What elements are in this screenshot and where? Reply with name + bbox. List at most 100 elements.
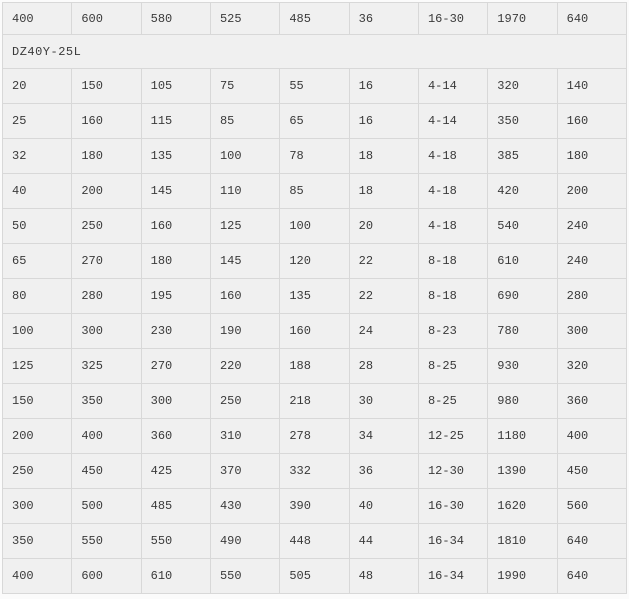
- table-row: 65 270 180 145 120 22 8-18 610 240: [1, 243, 628, 279]
- table-cell: 65: [279, 103, 350, 139]
- table-cell: 85: [279, 173, 350, 209]
- table-row: 20 150 105 75 55 16 4-14 320 140: [1, 68, 628, 104]
- table-cell: 140: [556, 68, 628, 104]
- table-cell: 85: [209, 103, 281, 139]
- table-row: 350 550 550 490 448 44 16-34 1810 640: [1, 523, 628, 559]
- table-cell: 550: [71, 523, 142, 559]
- table-row: 250 450 425 370 332 36 12-30 1390 450: [1, 453, 628, 489]
- table-cell: 4-14: [417, 68, 489, 104]
- table-cell: 78: [279, 138, 350, 174]
- table-cell: 610: [140, 558, 211, 594]
- table-cell: 12-30: [417, 453, 489, 489]
- table-cell: 160: [556, 103, 628, 139]
- table-cell: 450: [556, 453, 628, 489]
- table-cell: 390: [279, 488, 350, 524]
- table-cell: 780: [487, 313, 558, 349]
- table-cell: 270: [140, 348, 211, 384]
- table-cell: 135: [279, 278, 350, 314]
- table-cell: 25: [1, 103, 73, 139]
- table-cell: 100: [209, 138, 281, 174]
- table-cell: 525: [209, 2, 281, 35]
- table-cell: 490: [209, 523, 281, 559]
- table-row: 300 500 485 430 390 40 16-30 1620 560: [1, 488, 628, 524]
- table-cell: 505: [279, 558, 350, 594]
- table-cell: 270: [71, 243, 142, 279]
- table-cell: 300: [140, 383, 211, 419]
- table-cell: 105: [140, 68, 211, 104]
- table-cell: 218: [279, 383, 350, 419]
- table-cell: 18: [348, 173, 419, 209]
- table-cell: 100: [1, 313, 73, 349]
- table-row: 200 400 360 310 278 34 12-25 1180 400: [1, 418, 628, 454]
- table-cell: 34: [348, 418, 419, 454]
- table-cell: 80: [1, 278, 73, 314]
- table-cell: 120: [279, 243, 350, 279]
- table-cell: 8-25: [417, 383, 489, 419]
- table-cell: 16: [348, 103, 419, 139]
- table-cell: 640: [556, 558, 628, 594]
- table-cell: 320: [487, 68, 558, 104]
- table-cell: 30: [348, 383, 419, 419]
- table-cell: 125: [209, 208, 281, 244]
- table-cell: 420: [487, 173, 558, 209]
- table-cell: 360: [556, 383, 628, 419]
- table-cell: 400: [1, 558, 73, 594]
- table-cell: 485: [140, 488, 211, 524]
- table-cell: 320: [556, 348, 628, 384]
- table-cell: 1180: [487, 418, 558, 454]
- table-cell: 550: [209, 558, 281, 594]
- table-cell: 640: [556, 523, 628, 559]
- table-cell: 200: [71, 173, 142, 209]
- table-cell: 24: [348, 313, 419, 349]
- table-cell: 280: [71, 278, 142, 314]
- table-row: 25 160 115 85 65 16 4-14 350 160: [1, 103, 628, 139]
- table-cell: 600: [71, 558, 142, 594]
- table-cell: 22: [348, 278, 419, 314]
- table-row: 50 250 160 125 100 20 4-18 540 240: [1, 208, 628, 244]
- table-cell: 560: [556, 488, 628, 524]
- table-cell: 278: [279, 418, 350, 454]
- table-row: 150 350 300 250 218 30 8-25 980 360: [1, 383, 628, 419]
- table-cell: 16-30: [417, 488, 489, 524]
- table-cell: 240: [556, 243, 628, 279]
- table-cell: 32: [1, 138, 73, 174]
- table-cell: 610: [487, 243, 558, 279]
- table-cell: 75: [209, 68, 281, 104]
- table-cell: 8-25: [417, 348, 489, 384]
- table-cell: 425: [140, 453, 211, 489]
- table-cell: 1970: [487, 2, 558, 35]
- table-cell: 180: [556, 138, 628, 174]
- section-header-row: DZ40Y-25L: [2, 34, 627, 69]
- table-cell: 360: [140, 418, 211, 454]
- table-cell: 4-18: [417, 208, 489, 244]
- table-cell: 200: [556, 173, 628, 209]
- table-cell: 350: [487, 103, 558, 139]
- table-row: 40 200 145 110 85 18 4-18 420 200: [1, 173, 628, 209]
- table-cell: 44: [348, 523, 419, 559]
- table-cell: 160: [279, 313, 350, 349]
- table-cell: 350: [1, 523, 73, 559]
- table-cell: 4-14: [417, 103, 489, 139]
- table-cell: 55: [279, 68, 350, 104]
- table-cell: 1620: [487, 488, 558, 524]
- table-cell: 22: [348, 243, 419, 279]
- table-cell: 1390: [487, 453, 558, 489]
- table-cell: 1810: [487, 523, 558, 559]
- table-cell: 12-25: [417, 418, 489, 454]
- table-cell: 500: [71, 488, 142, 524]
- table-cell: 540: [487, 208, 558, 244]
- table-cell: 250: [1, 453, 73, 489]
- table-cell: 50: [1, 208, 73, 244]
- table-cell: 240: [556, 208, 628, 244]
- table-cell: 250: [71, 208, 142, 244]
- table-cell: 1990: [487, 558, 558, 594]
- table-cell: 550: [140, 523, 211, 559]
- table-cell: 200: [1, 418, 73, 454]
- table-row: 100 300 230 190 160 24 8-23 780 300: [1, 313, 628, 349]
- table-cell: 100: [279, 208, 350, 244]
- table-cell: 280: [556, 278, 628, 314]
- table-cell: 450: [71, 453, 142, 489]
- table-cell: 180: [71, 138, 142, 174]
- table-cell: 400: [71, 418, 142, 454]
- table-row: 32 180 135 100 78 18 4-18 385 180: [1, 138, 628, 174]
